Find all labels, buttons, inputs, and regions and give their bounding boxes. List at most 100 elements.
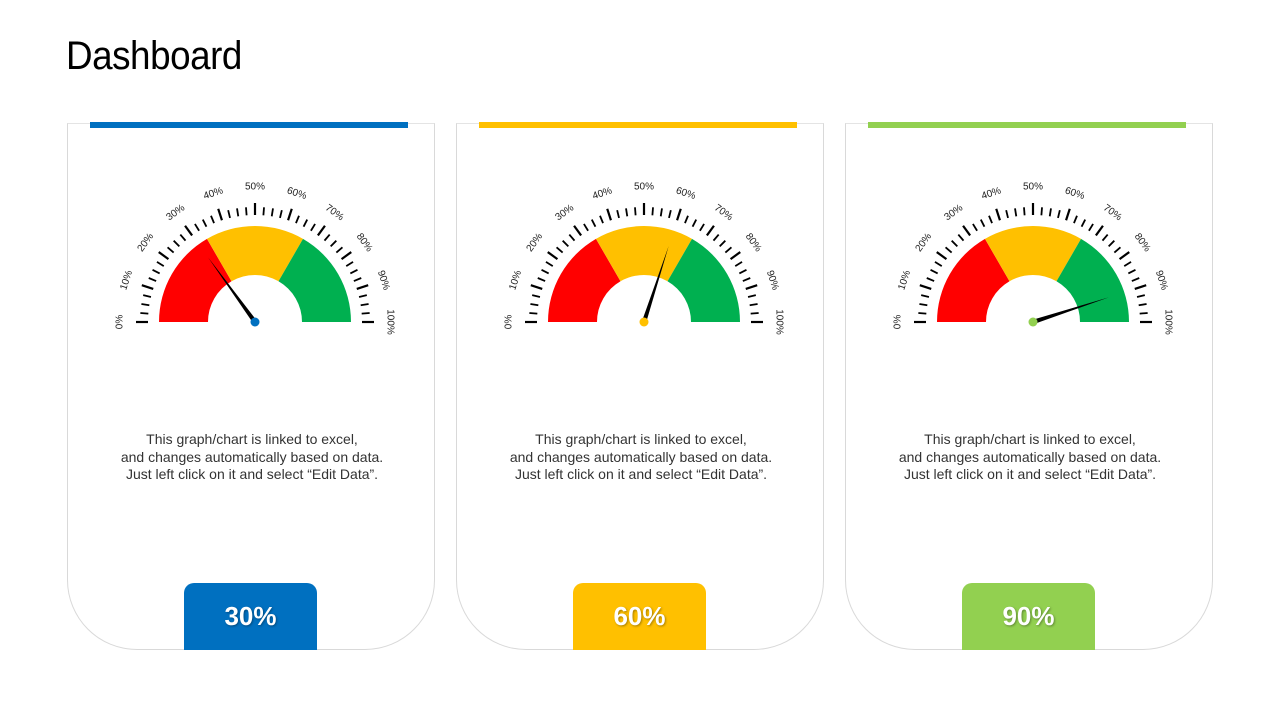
gauge-tick-label: 50%	[1023, 182, 1043, 193]
gauge-tick-label: 40%	[980, 185, 1003, 202]
gauge-band-1	[937, 238, 1010, 322]
gauge-minor-tick	[1023, 207, 1026, 216]
gauge-tick-label: 0%	[504, 315, 515, 330]
gauge-minor-tick	[323, 233, 331, 242]
gauge-tick-label: 0%	[893, 315, 904, 330]
gauge-minor-tick	[531, 294, 541, 298]
gauge-minor-tick	[537, 277, 546, 282]
gauge-minor-tick	[358, 294, 368, 298]
gauge-tick-label: 100%	[384, 309, 395, 335]
gauge-tick-label: 70%	[712, 203, 735, 224]
gauge-minor-tick	[156, 261, 165, 267]
gauge-tick-label: 30%	[553, 203, 576, 224]
gauge-minor-tick	[1080, 219, 1087, 228]
value-badge: 30%	[184, 583, 317, 650]
gauge-major-tick	[962, 225, 971, 237]
gauge-major-tick	[184, 225, 193, 237]
gauge-tick-label: 70%	[323, 203, 346, 224]
gauge-band-3	[278, 238, 351, 322]
gauge-minor-tick	[1139, 312, 1148, 315]
gauge-minor-tick	[173, 240, 180, 247]
gauge-tick-label: 50%	[634, 182, 654, 193]
gauge-minor-tick	[210, 215, 215, 224]
gauge-tick-label: 60%	[1063, 185, 1086, 202]
gauge-band-1	[159, 238, 232, 322]
gauge-minor-tick	[1040, 207, 1043, 216]
gauge-minor-tick	[979, 219, 986, 228]
gauge-minor-tick	[988, 215, 993, 224]
gauge-card-3: 0% 10% 20% 30% 40% 50% 60% 70% 80% 90% 100% This g…	[845, 122, 1214, 650]
gauge-major-tick	[158, 251, 170, 260]
gauge-minor-tick	[349, 268, 358, 275]
gauge-minor-tick	[749, 303, 758, 307]
gauge-major-tick	[287, 208, 293, 221]
gauge-minor-tick	[972, 223, 978, 232]
gauge-major-tick	[1134, 284, 1147, 290]
gauge-minor-tick	[712, 233, 720, 242]
gauge-major-tick	[729, 251, 741, 260]
value-label: 30%	[224, 601, 277, 631]
gauge-minor-tick	[302, 219, 309, 228]
gauge-minor-tick	[590, 219, 597, 228]
gauge-major-tick	[573, 225, 582, 237]
gauge-minor-tick	[360, 303, 369, 307]
gauge-tick-label: 60%	[674, 185, 697, 202]
gauge-minor-tick	[1101, 233, 1109, 242]
gauge-chart[interactable]: 0% 10%20% 30% 40% 50% 60% 70% 80%90% 100%	[499, 166, 789, 396]
gauge-major-tick	[141, 284, 154, 290]
gauge-minor-tick	[1048, 208, 1052, 217]
gauge-minor-tick	[1131, 277, 1140, 282]
gauge-minor-tick	[279, 209, 283, 219]
gauge-minor-tick	[634, 207, 637, 216]
gauge-needle	[641, 245, 669, 323]
gauge-minor-tick	[934, 261, 943, 267]
gauge-band-2	[206, 226, 304, 282]
gauge-minor-tick	[295, 215, 300, 224]
gauge-minor-tick	[919, 303, 928, 307]
gauge-minor-tick	[738, 268, 747, 275]
gauge-tick-label: 50%	[245, 182, 265, 193]
gauge-minor-tick	[699, 223, 705, 232]
gauge-minor-tick	[659, 208, 663, 217]
gauge-tick-label: 10%	[118, 269, 135, 292]
description-line: This graph/chart is linked to excel,	[535, 431, 747, 447]
gauge-major-tick	[936, 251, 948, 260]
gauge-minor-tick	[345, 261, 354, 267]
gauge-band-3	[667, 238, 740, 322]
gauge-chart[interactable]: 0% 10%20% 30% 40% 50% 60% 70% 80%90% 100%	[110, 166, 400, 396]
gauge-chart[interactable]: 0% 10%20% 30% 40% 50% 60% 70% 80%90% 100%	[888, 166, 1178, 396]
gauge-card-2: 0% 10% 20% 30% 40% 50% 60% 70% 80% 90% 100% This g…	[456, 122, 825, 650]
gauge-minor-tick	[742, 277, 751, 282]
page-title: Dashboard	[66, 34, 242, 78]
gauge-tick-label: 100%	[773, 309, 784, 335]
gauge-minor-tick	[719, 240, 726, 247]
gauge-major-tick	[745, 284, 758, 290]
card-accent-bar	[479, 122, 797, 128]
gauge-major-tick	[340, 251, 352, 260]
gauge-minor-tick	[930, 268, 939, 275]
gauge-tick-label: 80%	[354, 231, 375, 254]
gauge-major-tick	[317, 225, 326, 237]
gauge-minor-tick	[236, 208, 240, 217]
gauge-minor-tick	[1108, 240, 1115, 247]
card-description: This graph/chart is linked to excel, and…	[68, 431, 436, 484]
gauge-tick-label: 60%	[285, 185, 308, 202]
gauge-tick-label: 100%	[1162, 309, 1173, 335]
gauge-minor-tick	[1127, 268, 1136, 275]
gauge-major-tick	[530, 284, 543, 290]
gauge-minor-tick	[918, 312, 927, 315]
card-description: This graph/chart is linked to excel, and…	[846, 431, 1214, 484]
value-badge: 90%	[962, 583, 1095, 650]
gauge-minor-tick	[1057, 209, 1061, 219]
card-description: This graph/chart is linked to excel, and…	[457, 431, 825, 484]
gauge-minor-tick	[616, 209, 620, 219]
value-label: 60%	[613, 601, 666, 631]
gauge-minor-tick	[227, 209, 231, 219]
gauge-major-tick	[706, 225, 715, 237]
gauge-needle-hub	[1028, 317, 1038, 327]
gauge-tick-label: 10%	[507, 269, 524, 292]
gauge-minor-tick	[330, 240, 337, 247]
gauge-minor-tick	[747, 294, 757, 298]
description-line: This graph/chart is linked to excel,	[924, 431, 1136, 447]
gauge-minor-tick	[1005, 209, 1009, 219]
